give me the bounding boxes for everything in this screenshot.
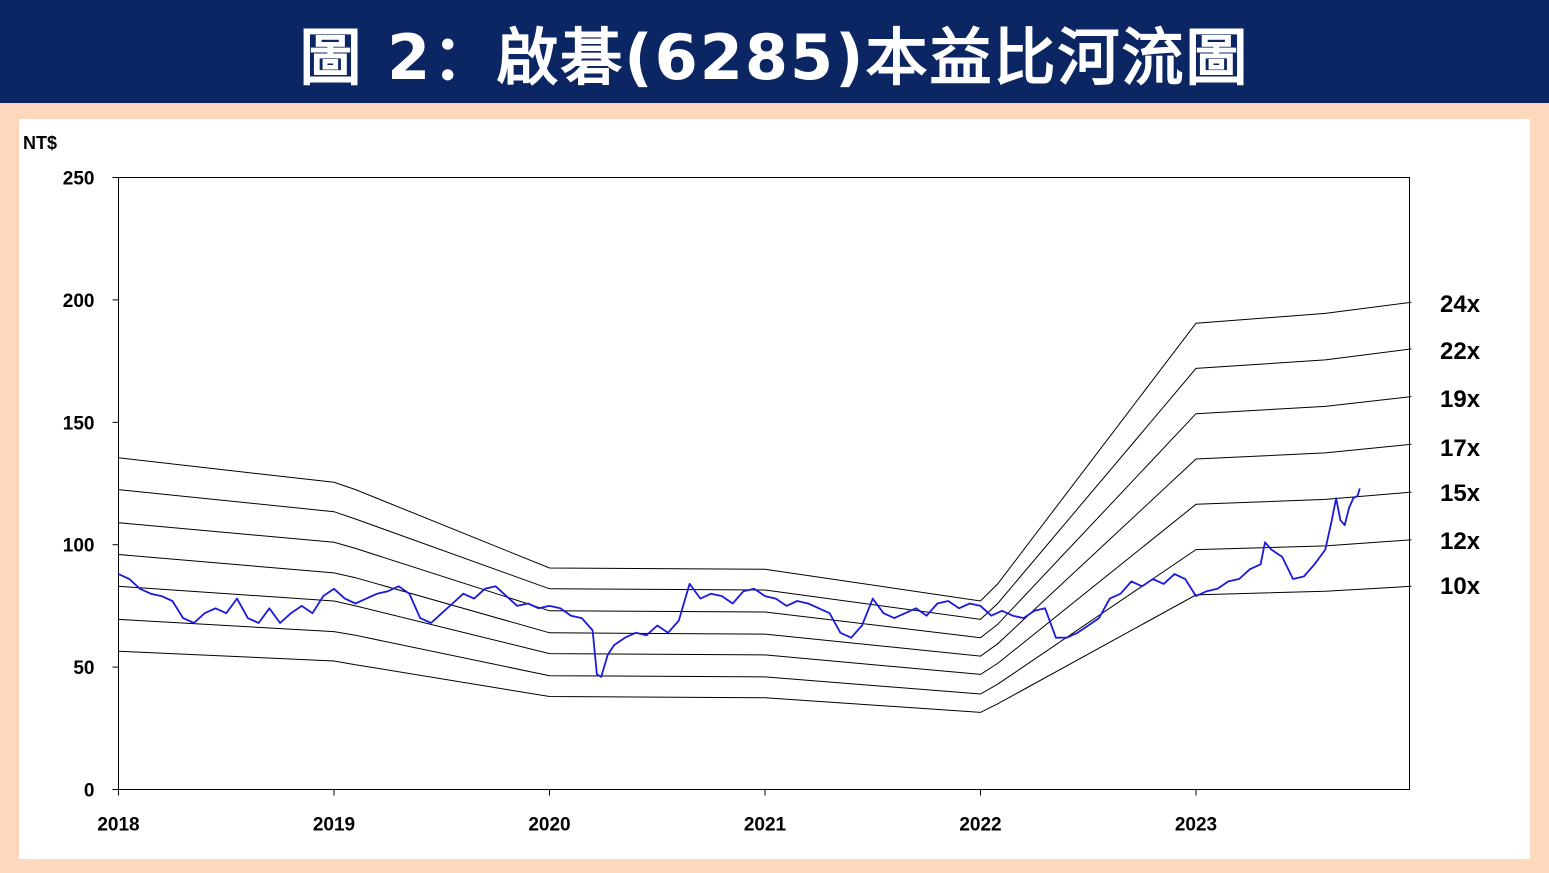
band-lines: 24x 22x 19x 17x 15x 12x 10x — [118, 291, 1481, 713]
x-tick-label: 2022 — [959, 815, 1001, 836]
band-label-22x: 22x — [1440, 338, 1481, 365]
y-tick-label: 250 — [63, 169, 95, 190]
band-label-15x: 15x — [1440, 480, 1481, 507]
price-line — [118, 488, 1361, 678]
pe-river-chart: NT$ 24x 22x 19x 17x 15x 12x 10x 0 50 100 150 200 25… — [23, 133, 1481, 836]
y-tick-label: 0 — [84, 781, 95, 802]
y-axis-unit: NT$ — [23, 133, 57, 153]
band-label-24x: 24x — [1440, 291, 1481, 318]
price-series — [118, 488, 1361, 678]
band-line-22x — [118, 348, 1412, 620]
y-tick-label: 150 — [63, 413, 95, 434]
band-line-12x — [118, 539, 1412, 695]
band-label-17x: 17x — [1440, 435, 1481, 462]
x-tick-label: 2023 — [1175, 815, 1217, 836]
chart-title: 圖 2：啟碁(6285)本益比河流圖 — [299, 20, 1250, 94]
band-label-19x: 19x — [1440, 386, 1481, 413]
band-line-10x — [118, 585, 1412, 713]
y-tick-label: 50 — [73, 658, 94, 679]
band-line-17x — [118, 443, 1412, 657]
x-tick-label: 2018 — [97, 815, 139, 836]
x-tick-label: 2019 — [313, 815, 355, 836]
band-label-10x: 10x — [1440, 573, 1481, 600]
band-label-12x: 12x — [1440, 528, 1481, 555]
x-tick-label: 2020 — [528, 815, 570, 836]
plot-frame — [118, 177, 1410, 790]
band-line-15x — [118, 491, 1412, 675]
axis-ticks: 0 50 100 150 200 250 2018 2019 2020 2021 2022 2023 — [63, 169, 1217, 836]
y-tick-label: 100 — [63, 536, 95, 557]
x-tick-label: 2021 — [744, 815, 787, 836]
band-line-19x — [118, 396, 1412, 639]
chart-panel: NT$ 24x 22x 19x 17x 15x 12x 10x 0 50 100 150 200 25… — [19, 119, 1530, 859]
y-tick-label: 200 — [63, 291, 95, 312]
title-bar: 圖 2：啟碁(6285)本益比河流圖 — [0, 0, 1549, 103]
band-line-24x — [118, 301, 1412, 602]
